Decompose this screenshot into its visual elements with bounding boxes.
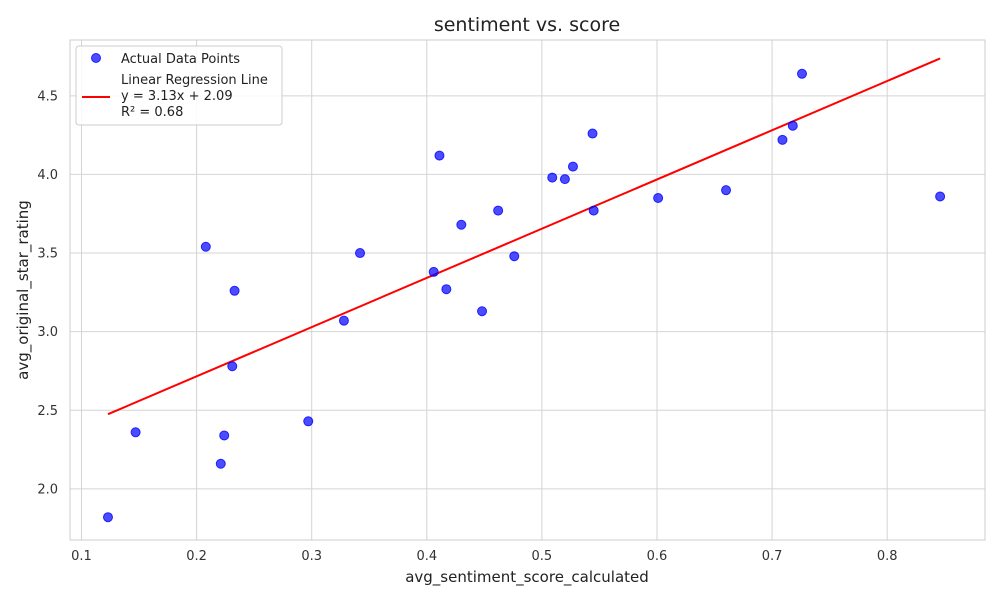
x-tick-label: 0.3 <box>301 549 322 564</box>
y-axis-label: avg_original_star_rating <box>14 200 33 380</box>
data-point <box>215 458 226 469</box>
data-point <box>456 219 467 230</box>
data-point <box>219 430 230 441</box>
data-point <box>653 193 664 204</box>
data-point <box>227 361 238 372</box>
legend-equation: y = 3.13x + 2.09 <box>121 89 233 104</box>
x-tick-label: 0.6 <box>647 549 668 564</box>
x-axis-label: avg_sentiment_score_calculated <box>405 568 649 587</box>
data-point <box>441 284 452 295</box>
data-point <box>509 251 520 262</box>
legend: Actual Data Points Linear Regression Lin… <box>75 45 283 126</box>
data-point <box>935 191 946 202</box>
x-tick-label: 0.4 <box>416 549 437 564</box>
y-tick-label: 4.0 <box>37 168 58 183</box>
data-point <box>428 266 439 277</box>
regression-layer <box>107 57 941 416</box>
data-point <box>355 248 366 259</box>
y-tick-label: 2.5 <box>37 404 58 419</box>
data-point <box>493 205 504 216</box>
data-point <box>434 150 445 161</box>
data-point <box>587 128 598 139</box>
data-point <box>797 68 807 79</box>
y-tick-label: 3.0 <box>37 325 58 340</box>
data-point <box>559 174 570 185</box>
data-point <box>229 285 240 296</box>
points-layer <box>102 68 946 523</box>
data-point <box>567 161 578 172</box>
legend-r2: R² = 0.68 <box>121 105 183 120</box>
regression-line <box>107 57 941 416</box>
legend-marker-points <box>91 53 101 63</box>
y-ticks: 2.0 2.5 3.0 3.5 4.0 4.5 <box>37 89 58 497</box>
x-ticks: 0.1 0.2 0.3 0.4 0.5 0.6 0.7 0.8 <box>71 549 897 564</box>
x-tick-label: 0.7 <box>762 549 783 564</box>
x-tick-label: 0.8 <box>877 549 898 564</box>
x-tick-label: 0.1 <box>71 549 92 564</box>
data-point <box>721 185 732 196</box>
data-point <box>102 512 113 523</box>
chart-title: sentiment vs. score <box>434 14 620 36</box>
legend-label-points: Actual Data Points <box>121 52 240 67</box>
data-point <box>787 120 798 131</box>
data-point <box>588 205 599 216</box>
grid <box>70 40 985 540</box>
data-point <box>200 241 211 252</box>
legend-box <box>75 45 283 126</box>
data-point <box>477 306 488 317</box>
x-tick-label: 0.2 <box>186 549 207 564</box>
data-point <box>130 427 141 438</box>
data-point <box>303 416 314 427</box>
data-point <box>777 134 788 145</box>
legend-label-line: Linear Regression Line <box>121 73 268 88</box>
y-tick-label: 4.5 <box>37 89 58 104</box>
y-tick-label: 2.0 <box>37 482 58 497</box>
data-point <box>547 172 558 183</box>
y-tick-label: 3.5 <box>37 247 58 262</box>
x-tick-label: 0.5 <box>532 549 553 564</box>
plot-frame <box>69 39 986 541</box>
data-point <box>338 315 349 326</box>
